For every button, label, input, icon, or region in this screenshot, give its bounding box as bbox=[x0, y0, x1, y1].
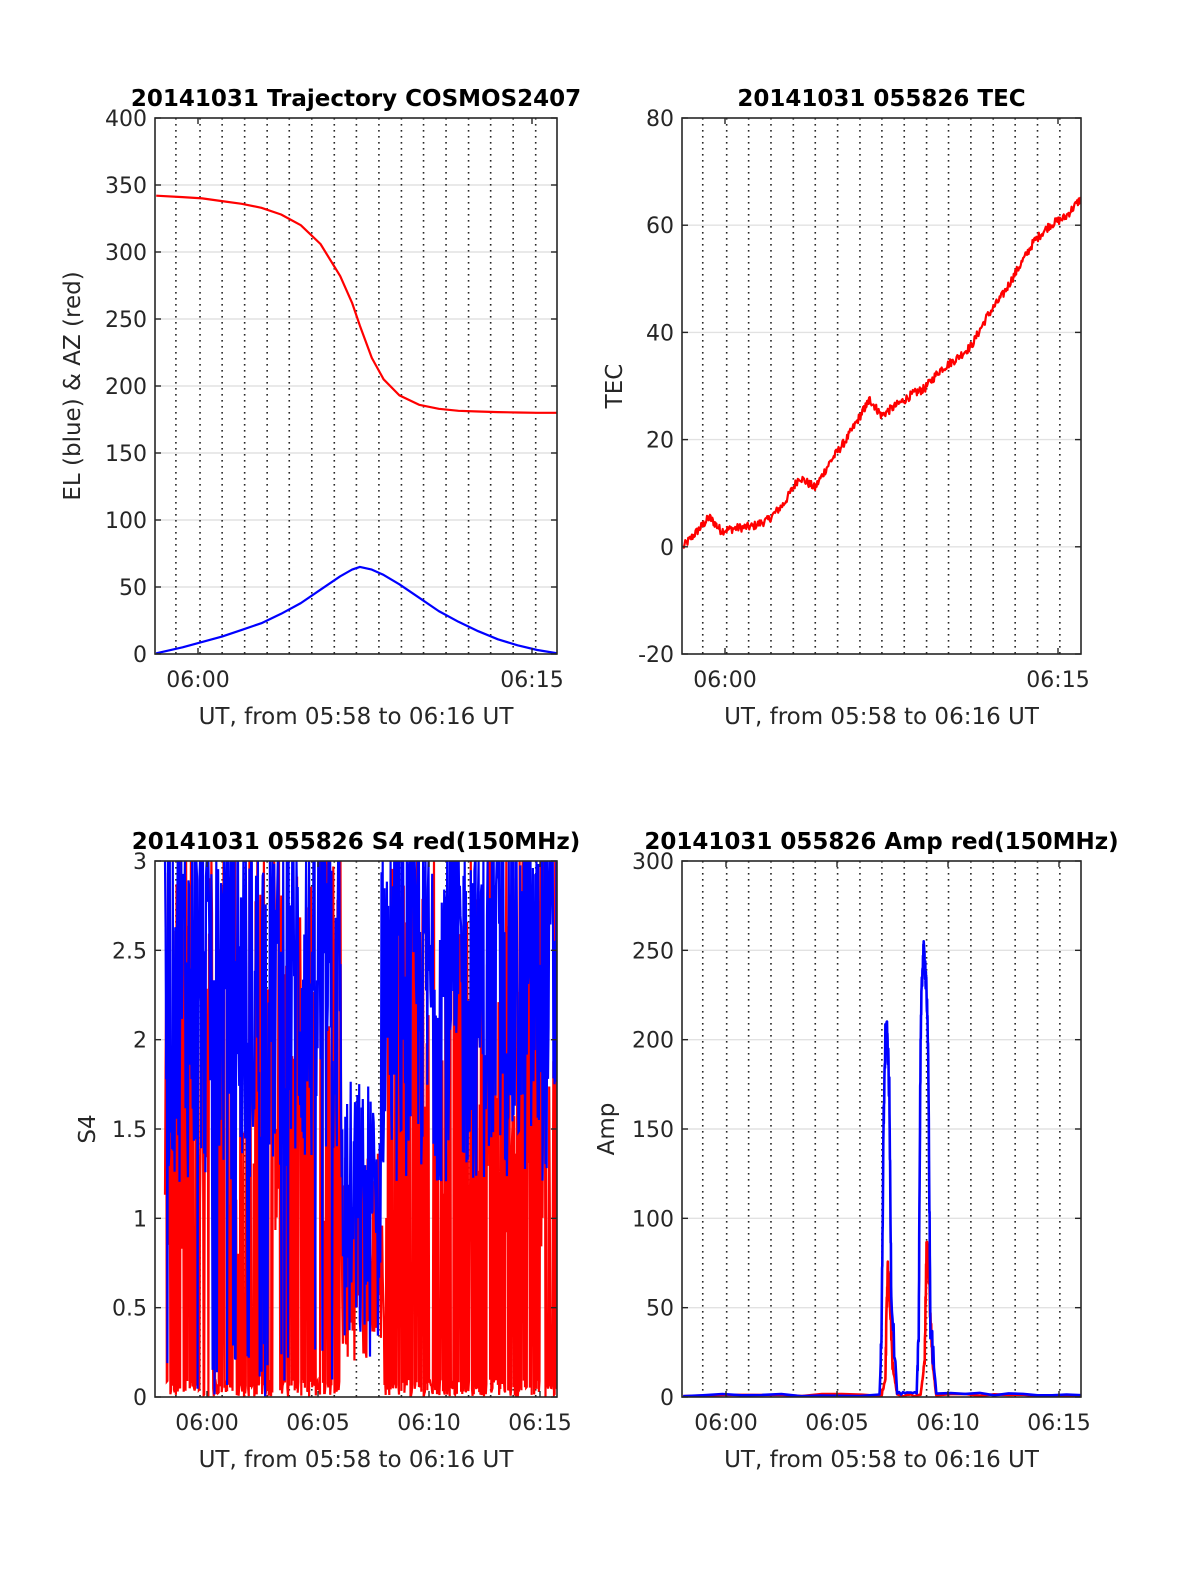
chart-panel-4: 0 50 100 150 200 250 300 06:00 06:05 06:10 06:15 20… bbox=[594, 829, 1119, 1473]
chart-title: 20141031 055826 TEC bbox=[737, 86, 1025, 112]
series-line-2 bbox=[163, 861, 557, 1397]
chart-title: 20141031 055826 S4 red(150MHz) bbox=[132, 829, 581, 855]
y-tick-label: 100 bbox=[632, 1207, 674, 1232]
series-line-2 bbox=[155, 565, 557, 654]
y-tick-label: 0 bbox=[660, 536, 674, 561]
y-axis-label: TEC bbox=[602, 364, 628, 410]
series-line-1 bbox=[682, 196, 1081, 549]
y-tick-label: 60 bbox=[646, 214, 674, 239]
y-tick-label: -20 bbox=[638, 643, 674, 668]
y-tick-label: 300 bbox=[105, 241, 147, 266]
chart-title: 20141031 Trajectory COSMOS2407 bbox=[131, 86, 581, 112]
x-tick-label: 06:15 bbox=[508, 1411, 571, 1436]
data-layer bbox=[163, 861, 557, 1397]
y-axis-label: Amp bbox=[594, 1103, 620, 1156]
y-tick-label: 2.5 bbox=[112, 939, 147, 964]
data-layer bbox=[155, 194, 557, 654]
axes-box bbox=[681, 117, 1082, 655]
y-tick-label: 100 bbox=[105, 509, 147, 534]
y-tick-label: 0 bbox=[133, 643, 147, 668]
y-tick-label: 0 bbox=[660, 1386, 674, 1411]
y-tick-label: 80 bbox=[646, 107, 674, 132]
x-tick-label: 06:15 bbox=[1027, 1411, 1090, 1436]
chart-panel-3: 0 0.5 1 1.5 2 2.5 3 06:00 06:05 06:10 06:15 2014103… bbox=[75, 829, 580, 1473]
y-tick-label: 350 bbox=[105, 174, 147, 199]
y-axis-label: EL (blue) & AZ (red) bbox=[60, 271, 86, 500]
plot-area bbox=[682, 118, 1081, 654]
y-tick-label: 250 bbox=[105, 308, 147, 333]
chart-title: 20141031 055826 Amp red(150MHz) bbox=[644, 829, 1118, 855]
x-axis-label: UT, from 05:58 to 06:16 UT bbox=[724, 1447, 1040, 1473]
x-axis-label: UT, from 05:58 to 06:16 UT bbox=[724, 704, 1040, 730]
y-tick-label: 40 bbox=[646, 321, 674, 346]
y-tick-label: 1 bbox=[133, 1207, 147, 1232]
chart-panel-2: -20 0 20 40 60 80 06:00 06:15 20141031 055826 TE… bbox=[602, 86, 1090, 730]
x-tick-label: 06:10 bbox=[397, 1411, 460, 1436]
x-tick-label: 06:05 bbox=[805, 1411, 868, 1436]
y-tick-label: 0.5 bbox=[112, 1297, 147, 1322]
series-line-2 bbox=[683, 939, 1081, 1397]
x-axis-label: UT, from 05:58 to 06:16 UT bbox=[199, 704, 515, 730]
y-tick-label: 300 bbox=[632, 850, 674, 875]
y-tick-label: 200 bbox=[632, 1029, 674, 1054]
y-tick-label: 150 bbox=[632, 1118, 674, 1143]
y-tick-label: 250 bbox=[632, 939, 674, 964]
y-tick-label: 50 bbox=[646, 1297, 674, 1322]
data-layer bbox=[682, 196, 1081, 549]
chart-panel-1: 0 50 100 150 200 250 300 350 400 06:00 06:15 201410… bbox=[60, 86, 581, 730]
y-tick-label: 1.5 bbox=[112, 1118, 147, 1143]
series-line-1 bbox=[156, 194, 557, 414]
y-tick-label: 20 bbox=[646, 429, 674, 454]
x-tick-label: 06:00 bbox=[693, 668, 756, 693]
x-tick-label: 06:15 bbox=[500, 668, 563, 693]
y-tick-label: 2 bbox=[133, 1029, 147, 1054]
x-tick-label: 06:10 bbox=[916, 1411, 979, 1436]
y-tick-label: 50 bbox=[119, 576, 147, 601]
x-tick-label: 06:00 bbox=[175, 1411, 238, 1436]
x-axis-label: UT, from 05:58 to 06:16 UT bbox=[199, 1447, 515, 1473]
y-tick-label: 150 bbox=[105, 442, 147, 467]
y-tick-label: 0 bbox=[133, 1386, 147, 1411]
x-tick-label: 06:00 bbox=[166, 668, 229, 693]
y-axis-label: S4 bbox=[75, 1114, 101, 1143]
x-tick-label: 06:15 bbox=[1026, 668, 1089, 693]
x-tick-label: 06:00 bbox=[694, 1411, 757, 1436]
x-tick-label: 06:05 bbox=[286, 1411, 349, 1436]
y-tick-label: 3 bbox=[133, 850, 147, 875]
data-layer bbox=[683, 939, 1081, 1397]
y-tick-label: 200 bbox=[105, 375, 147, 400]
y-tick-label: 400 bbox=[105, 107, 147, 132]
